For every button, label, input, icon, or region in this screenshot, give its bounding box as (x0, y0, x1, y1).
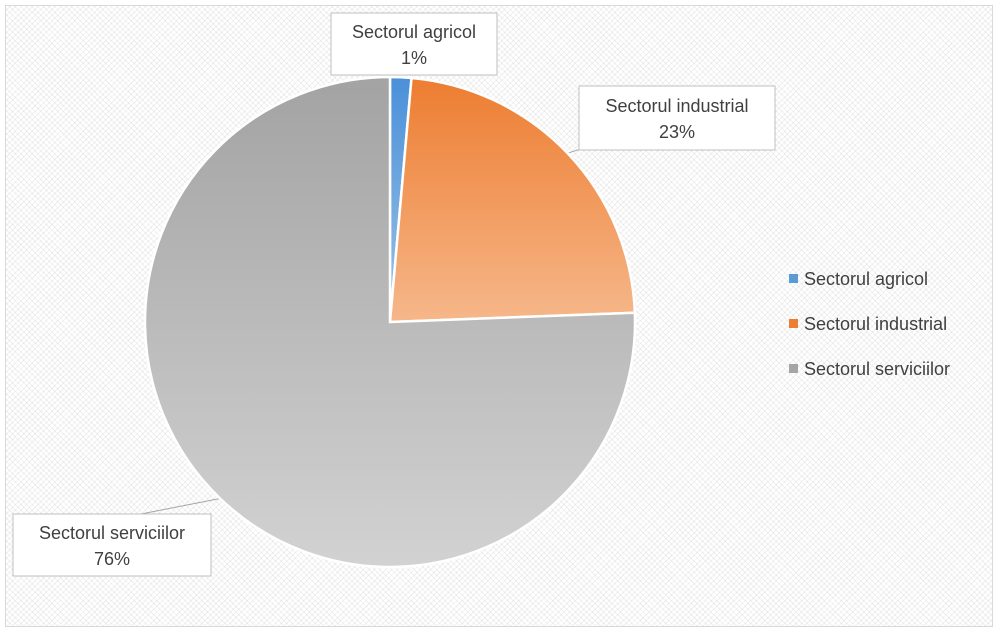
legend: Sectorul agricol Sectorul industrial Secto… (789, 269, 950, 379)
data-label-box-sectorul-industrial (578, 85, 776, 151)
data-label-category: Sectorul agricol (352, 22, 476, 42)
data-label-category: Sectorul serviciilor (39, 523, 185, 543)
legend-swatch-sectorul-serviciilor (789, 364, 798, 373)
legend-label-sectorul-agricol: Sectorul agricol (804, 269, 928, 289)
legend-swatch-sectorul-agricol (789, 274, 798, 283)
data-label-value: 76% (94, 549, 130, 569)
legend-swatch-sectorul-industrial (789, 319, 798, 328)
data-label-value: 23% (659, 122, 695, 142)
data-label-box-sectorul-agricol (330, 12, 498, 76)
data-label-box-sectorul-serviciilor (12, 513, 212, 577)
leader-line-sectorul-serviciilor (140, 498, 221, 515)
legend-label-sectorul-industrial: Sectorul industrial (804, 314, 947, 334)
data-label-value: 1% (401, 48, 427, 68)
pie-slice-sectorul-industrial (388, 76, 637, 324)
data-label-category: Sectorul industrial (605, 96, 748, 116)
legend-label-sectorul-serviciilor: Sectorul serviciilor (804, 359, 950, 379)
pie-slice-sectorul-serviciilor (143, 75, 637, 569)
